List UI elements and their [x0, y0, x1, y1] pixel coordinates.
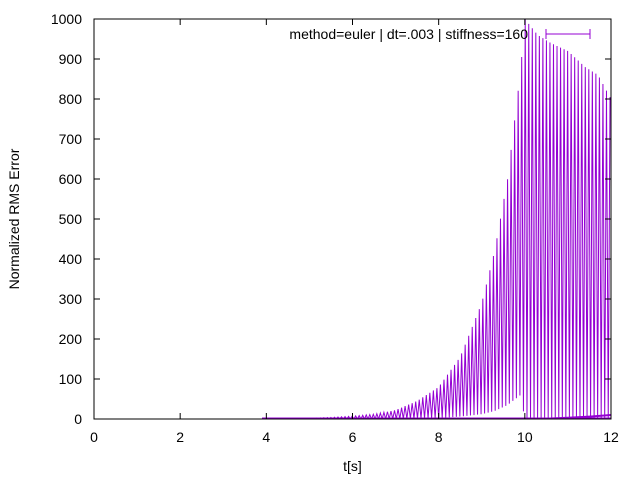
x-tick-label: 12 [603, 429, 619, 445]
y-tick-label: 900 [59, 51, 83, 67]
x-tick-label: 0 [90, 429, 98, 445]
legend-series-label: method=euler | dt=.003 | stiffness=160 [289, 26, 528, 42]
y-tick-label: 500 [59, 211, 83, 227]
y-tick-label: 300 [59, 291, 83, 307]
y-tick-label: 400 [59, 251, 83, 267]
series-line-oscillation [262, 19, 611, 419]
x-tick-label: 6 [349, 429, 357, 445]
x-tick-label: 10 [517, 429, 533, 445]
y-axis-label: Normalized RMS Error [6, 148, 22, 289]
y-tick-label: 800 [59, 91, 83, 107]
plot-area [262, 19, 611, 419]
y-tick-label: 100 [59, 371, 83, 387]
x-tick-label: 8 [435, 429, 443, 445]
x-axis-label: t[s] [343, 458, 362, 474]
y-axis: 0 100 200 300 400 500 600 700 800 900 1000 [51, 11, 611, 427]
y-tick-label: 200 [59, 331, 83, 347]
x-axis: 0 2 4 6 8 10 12 [90, 19, 619, 445]
y-tick-label: 0 [74, 411, 82, 427]
x-tick-label: 4 [262, 429, 270, 445]
y-tick-label: 700 [59, 131, 83, 147]
y-tick-label: 1000 [51, 11, 82, 27]
y-tick-label: 600 [59, 171, 83, 187]
legend: method=euler | dt=.003 | stiffness=160 [289, 26, 591, 42]
x-tick-label: 2 [176, 429, 184, 445]
